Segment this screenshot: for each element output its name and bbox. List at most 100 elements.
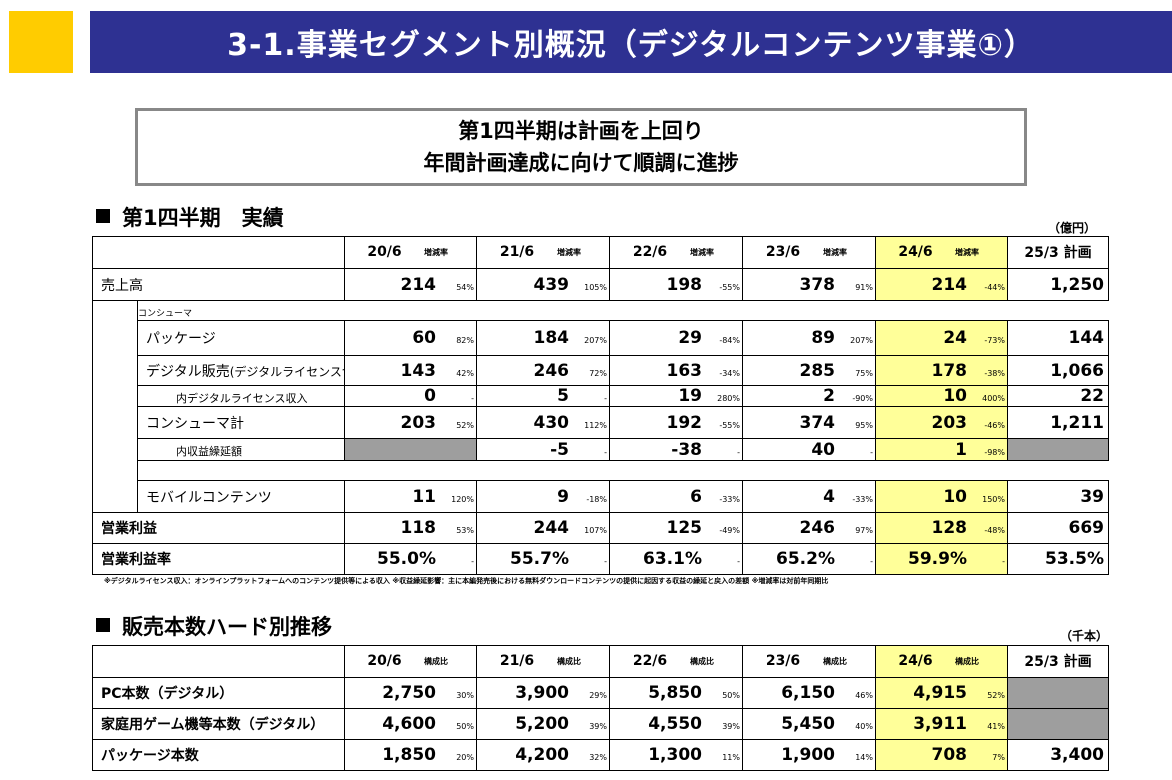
value-cell: 29 -84% bbox=[609, 320, 743, 356]
value-cell: 439 105% bbox=[476, 268, 610, 301]
plan-cell: 22 bbox=[1007, 385, 1109, 407]
plan-cell bbox=[1007, 708, 1109, 740]
value-cell: 6 -33% bbox=[609, 480, 743, 513]
value-cell: 10 150% bbox=[875, 480, 1008, 513]
plan-cell: 144 bbox=[1007, 320, 1109, 356]
row-label: 家庭用ゲーム機等本数（デジタル） bbox=[92, 708, 345, 740]
consumer-header: コンシューマ bbox=[138, 309, 193, 319]
value-cell: 3,900 29% bbox=[476, 677, 610, 709]
value-cell: 65.2% - bbox=[742, 543, 876, 575]
value-cell: 63.1% - bbox=[609, 543, 743, 575]
bullet-square-icon bbox=[96, 618, 110, 632]
value-cell: 214 -44% bbox=[875, 268, 1008, 301]
value-cell: 1,900 14% bbox=[742, 739, 876, 771]
value-cell: 203 52% bbox=[344, 406, 477, 439]
period-header: 20/6 増減率 bbox=[344, 236, 477, 269]
row-label: 売上高 bbox=[92, 268, 345, 301]
page-title: 3-1.事業セグメント別概況（デジタルコンテンツ事業①） bbox=[90, 11, 1172, 73]
header-row: 20/6 増減率 21/6 増減率 22/6 増減率 23/6 増減率 24/6 増減率 25/3 … bbox=[92, 236, 1109, 269]
plan-cell: 53.5% bbox=[1007, 543, 1109, 575]
value-cell: 246 72% bbox=[476, 355, 610, 386]
summary-line-1: 第1四半期は計画を上回り bbox=[458, 119, 704, 143]
plan-cell: 39 bbox=[1007, 480, 1109, 513]
value-cell: 1 -98% bbox=[875, 438, 1008, 461]
value-cell: 246 97% bbox=[742, 512, 876, 544]
row-label: PC本数（デジタル） bbox=[92, 677, 345, 709]
row-label: 営業利益 bbox=[92, 512, 345, 544]
row-deferred: 内収益繰延額 -5- -38-40-1 -98% bbox=[92, 438, 1109, 461]
plan-cell: 1,250 bbox=[1007, 268, 1109, 301]
value-cell: 184 207% bbox=[476, 320, 610, 356]
value-cell: 55.7% - bbox=[476, 543, 610, 575]
row-label: 内収益繰延額 bbox=[137, 438, 345, 461]
value-cell bbox=[344, 438, 477, 461]
value-cell: 4 -33% bbox=[742, 480, 876, 513]
period-header: 23/6 構成比 bbox=[742, 645, 876, 678]
value-cell: 59.9% - bbox=[875, 543, 1008, 575]
row-label: モバイルコンテンツ bbox=[137, 480, 345, 513]
value-cell: 118 53% bbox=[344, 512, 477, 544]
value-cell: 143 42% bbox=[344, 355, 477, 386]
units-row: 家庭用ゲーム機等本数（デジタル） 4,600 50% 5,200 39% 4,550 39%… bbox=[92, 708, 1109, 740]
period-header: 24/6 増減率 bbox=[875, 236, 1008, 269]
value-cell: 10 400% bbox=[875, 385, 1008, 407]
row-op_profit: 営業利益 118 53% 244 107% 125 -49% 246 97% 128 -48% 669 bbox=[92, 512, 1109, 544]
row-mobile: モバイルコンテンツ 11 120% 9 -18% 6 -33% 4 -33% 10 150% 39 bbox=[92, 480, 1109, 513]
period-header: 22/6 増減率 bbox=[609, 236, 743, 269]
plan-cell: 1,066 bbox=[1007, 355, 1109, 386]
value-cell: 2,750 30% bbox=[344, 677, 477, 709]
value-cell: 5- bbox=[476, 385, 610, 407]
value-cell: -5- bbox=[476, 438, 610, 461]
summary-box: 第1四半期は計画を上回り 年間計画達成に向けて順調に進捗 bbox=[135, 108, 1027, 186]
value-cell: 89 207% bbox=[742, 320, 876, 356]
section2-title: 販売本数ハード別推移 bbox=[96, 611, 332, 641]
value-cell: 2 -90% bbox=[742, 385, 876, 407]
value-cell: 128 -48% bbox=[875, 512, 1008, 544]
period-header: 20/6 構成比 bbox=[344, 645, 477, 678]
plan-header: 25/3 計画 bbox=[1007, 236, 1109, 269]
value-cell: 4,915 52% bbox=[875, 677, 1008, 709]
value-cell: 285 75% bbox=[742, 355, 876, 386]
period-header: 21/6 構成比 bbox=[476, 645, 610, 678]
value-cell: 5,450 40% bbox=[742, 708, 876, 740]
plan-cell: 669 bbox=[1007, 512, 1109, 544]
value-cell: 244 107% bbox=[476, 512, 610, 544]
value-cell: 125 -49% bbox=[609, 512, 743, 544]
value-cell: 192 -55% bbox=[609, 406, 743, 439]
accent-square bbox=[9, 11, 73, 73]
row-consumer-header: コンシューマ bbox=[92, 300, 1109, 321]
value-cell: 5,200 39% bbox=[476, 708, 610, 740]
value-cell: 6,150 46% bbox=[742, 677, 876, 709]
value-cell: 708 7% bbox=[875, 739, 1008, 771]
value-cell: 4,200 32% bbox=[476, 739, 610, 771]
row-sales: 売上高 214 54% 439 105% 198 -55% 378 91% 214 -44% 1,25… bbox=[92, 268, 1109, 301]
results-table: 20/6 増減率 21/6 増減率 22/6 増減率 23/6 増減率 24/6 増減率 25/3 … bbox=[92, 236, 1109, 575]
value-cell: -38- bbox=[609, 438, 743, 461]
section1-unit: （億円） bbox=[1048, 221, 1097, 235]
value-cell: 1,300 11% bbox=[609, 739, 743, 771]
footnote: ※デジタルライセンス収入：オンラインプラットフォームへのコンテンツ提供等による収… bbox=[104, 577, 829, 585]
row-label: デジタル販売(デジタルライセンス含む) bbox=[137, 355, 345, 386]
row-digital: デジタル販売(デジタルライセンス含む)14342%24672%163-34%28… bbox=[92, 355, 1109, 386]
plan-cell: 3,400 bbox=[1007, 739, 1109, 771]
value-cell: 378 91% bbox=[742, 268, 876, 301]
units-table: 20/6 構成比 21/6 構成比 22/6 構成比 23/6 構成比 24/6 構成比 25/3 … bbox=[92, 645, 1109, 771]
section1-title: 第1四半期 実績 bbox=[96, 202, 284, 232]
period-header: 24/6 構成比 bbox=[875, 645, 1008, 678]
value-cell: 214 54% bbox=[344, 268, 477, 301]
value-cell: 11 120% bbox=[344, 480, 477, 513]
units-row: PC本数（デジタル） 2,750 30% 3,900 29% 5,850 50% 6,150 4… bbox=[92, 677, 1109, 709]
value-cell: 374 95% bbox=[742, 406, 876, 439]
value-cell: 203 -46% bbox=[875, 406, 1008, 439]
row-label: コンシューマ計 bbox=[137, 406, 345, 439]
value-cell: 19 280% bbox=[609, 385, 743, 407]
value-cell: 4,550 39% bbox=[609, 708, 743, 740]
section2-unit: （千本） bbox=[1060, 629, 1109, 643]
header-row: 20/6 構成比 21/6 構成比 22/6 構成比 23/6 構成比 24/6 構成比 25/3 … bbox=[92, 645, 1109, 678]
value-cell: 60 82% bbox=[344, 320, 477, 356]
row-digital_license: 内デジタルライセンス収入 0-5-19 280% 2 -90% 10 400% 22 bbox=[92, 385, 1109, 407]
summary-line-2: 年間計画達成に向けて順調に進捗 bbox=[423, 151, 739, 175]
row-op_margin: 営業利益率 55.0% -55.7% -63.1% -65.2% -59.9% -53.5% bbox=[92, 543, 1109, 575]
bullet-square-icon bbox=[96, 209, 110, 223]
value-cell: 4,600 50% bbox=[344, 708, 477, 740]
